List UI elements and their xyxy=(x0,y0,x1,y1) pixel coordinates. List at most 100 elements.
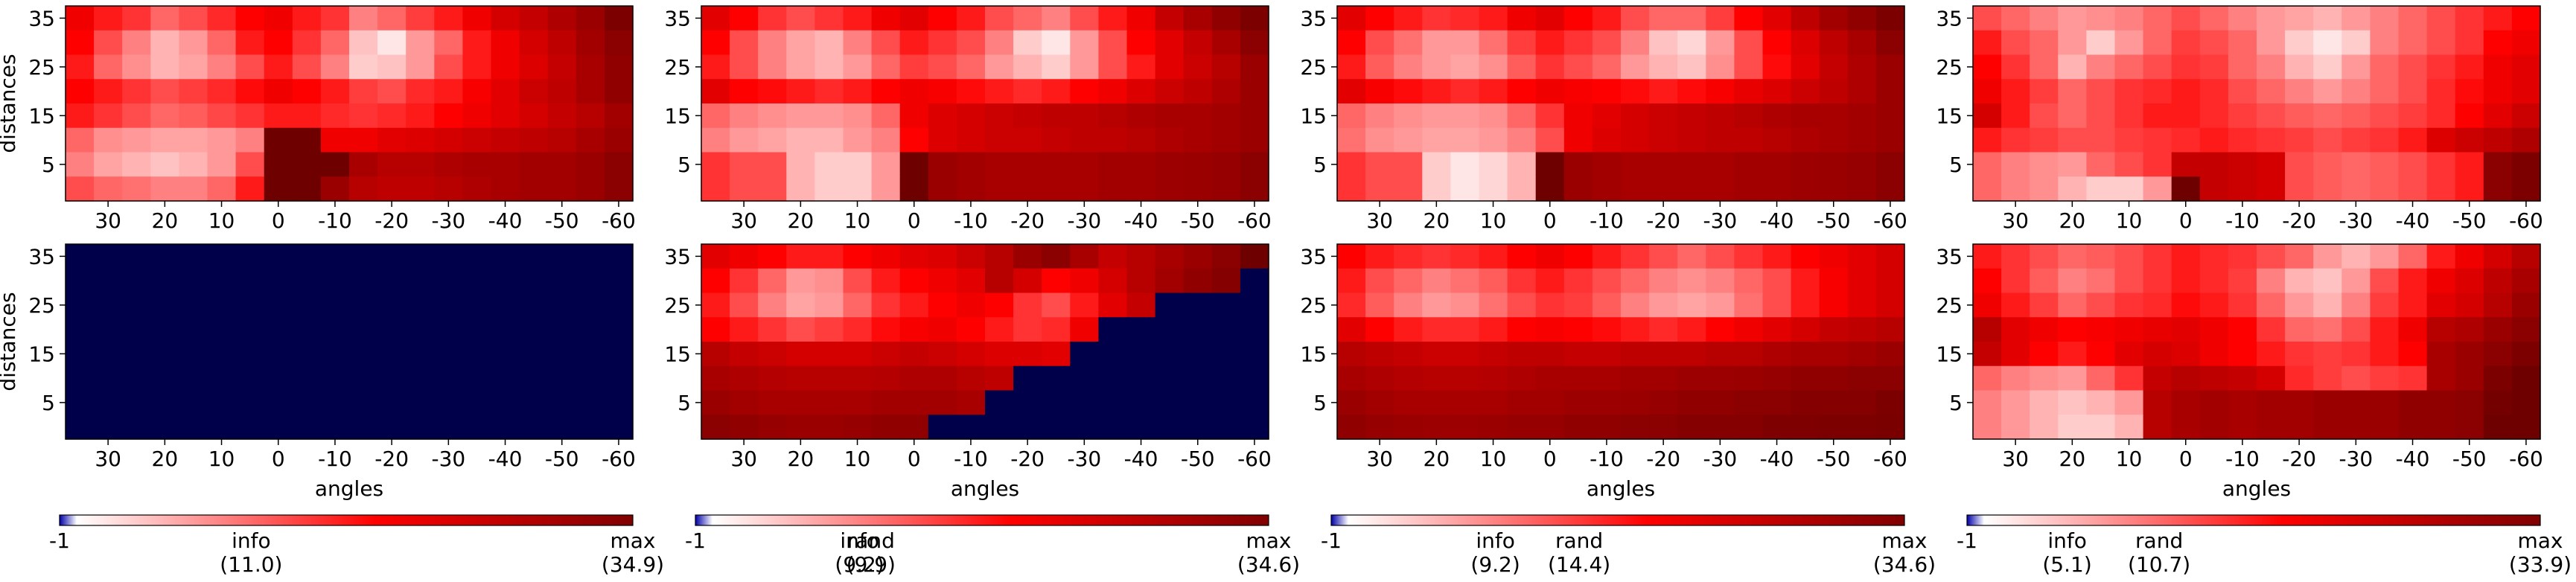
heatmap-cell xyxy=(1070,30,1099,56)
heatmap-cell xyxy=(406,390,435,415)
heatmap-cell xyxy=(1973,292,2002,318)
heatmap-cell xyxy=(928,176,957,202)
x-tick-label: -10 xyxy=(2225,208,2260,233)
heatmap-cell xyxy=(2143,365,2172,391)
heatmap-cell xyxy=(235,79,265,104)
heatmap-cell xyxy=(519,244,549,269)
heatmap-cell xyxy=(1098,365,1128,391)
heatmap-cell xyxy=(2455,342,2484,367)
heatmap-cell xyxy=(2257,415,2286,440)
heatmap-cell xyxy=(2030,292,2059,318)
heatmap-cell xyxy=(814,6,844,31)
heatmap-cell xyxy=(730,176,759,202)
heatmap-cell xyxy=(349,415,378,440)
x-tick-label: 30 xyxy=(730,208,757,233)
heatmap-cell xyxy=(1791,390,1820,415)
heatmap-cell xyxy=(2114,342,2144,367)
heatmap-cell xyxy=(1365,244,1394,269)
heatmap-cell xyxy=(701,365,730,391)
heatmap-cell xyxy=(758,292,787,318)
heatmap-cell xyxy=(1070,342,1099,367)
heatmap-cell xyxy=(150,127,179,153)
heatmap-cell xyxy=(2285,292,2314,318)
heatmap-cell xyxy=(2483,103,2513,129)
heatmap-cell xyxy=(547,244,577,269)
heatmap-cell xyxy=(66,292,95,318)
heatmap-cell xyxy=(1535,342,1565,367)
heatmap-cell xyxy=(377,268,407,294)
heatmap-cell xyxy=(1973,176,2002,202)
heatmap-cell xyxy=(2058,268,2087,294)
heatmap-cell xyxy=(1211,30,1241,56)
y-tick-label: 5 xyxy=(1949,391,1963,415)
heatmap-cell xyxy=(2228,127,2257,153)
heatmap-cell xyxy=(1791,54,1820,80)
heatmap-cell xyxy=(814,415,844,440)
heatmap-cell xyxy=(786,127,815,153)
heatmap-cell xyxy=(843,176,873,202)
heatmap-cell xyxy=(1677,79,1706,104)
heatmap-cell xyxy=(2341,103,2371,129)
heatmap-cell xyxy=(2285,79,2314,104)
heatmap-cell xyxy=(264,415,293,440)
heatmap-cell xyxy=(320,365,350,391)
heatmap-cell xyxy=(1819,54,1849,80)
heatmap-cell xyxy=(1819,79,1849,104)
heatmap-cell xyxy=(1211,79,1241,104)
heatmap-cell xyxy=(122,292,151,318)
x-tick-label: 0 xyxy=(1543,447,1557,471)
heatmap-cell xyxy=(1819,244,1849,269)
heatmap-cell xyxy=(1365,127,1394,153)
heatmap-cell xyxy=(1042,268,1071,294)
heatmap-cell xyxy=(1563,365,1593,391)
heatmap-cell xyxy=(2001,365,2030,391)
heatmap-cell xyxy=(491,103,520,129)
heatmap-cell xyxy=(1762,127,1792,153)
heatmap-cell xyxy=(843,6,873,31)
x-tick-label: -30 xyxy=(1067,208,1101,233)
heatmap-cell xyxy=(1013,365,1042,391)
heatmap-cell xyxy=(1563,415,1593,440)
heatmap-cell xyxy=(462,268,492,294)
heatmap-cell xyxy=(2511,390,2541,415)
heatmap-cell xyxy=(2426,30,2456,56)
heatmap-cell xyxy=(1365,268,1394,294)
heatmap-cell xyxy=(985,390,1014,415)
heatmap-cell xyxy=(377,415,407,440)
heatmap-cell xyxy=(491,127,520,153)
heatmap-cell xyxy=(1211,292,1241,318)
heatmap-cell xyxy=(1422,292,1451,318)
heatmap-cell xyxy=(576,244,605,269)
heatmap-cell xyxy=(122,365,151,391)
heatmap-cell xyxy=(519,365,549,391)
heatmap-cell xyxy=(349,103,378,129)
y-tick-label: 15 xyxy=(664,342,691,366)
heatmap-cell xyxy=(519,103,549,129)
x-tick-label: -20 xyxy=(1646,447,1680,471)
heatmap-cell xyxy=(235,317,265,342)
heatmap-cell xyxy=(1422,244,1451,269)
y-tick-label: 15 xyxy=(1936,342,1963,366)
heatmap-cell xyxy=(1422,390,1451,415)
heatmap-cell xyxy=(2086,317,2116,342)
heatmap-cell xyxy=(1394,268,1423,294)
heatmap-cell xyxy=(2114,103,2144,129)
heatmap-cell xyxy=(207,127,237,153)
heatmap-cell xyxy=(519,317,549,342)
heatmap-cell xyxy=(928,365,957,391)
heatmap-cell xyxy=(701,317,730,342)
heatmap-cell xyxy=(1875,152,1905,177)
heatmap-cell xyxy=(1126,342,1156,367)
heatmap-cell xyxy=(2398,244,2428,269)
heatmap-cell xyxy=(2086,342,2116,367)
heatmap-cell xyxy=(406,103,435,129)
heatmap-cell xyxy=(2370,6,2400,31)
heatmap-cell xyxy=(1592,176,1622,202)
heatmap-cell xyxy=(264,79,293,104)
heatmap-cell xyxy=(2058,6,2087,31)
heatmap-cell xyxy=(2228,103,2257,129)
heatmap-cell xyxy=(1155,6,1185,31)
heatmap-cell xyxy=(207,79,237,104)
heatmap-cell xyxy=(758,176,787,202)
heatmap-cell xyxy=(1847,6,1877,31)
